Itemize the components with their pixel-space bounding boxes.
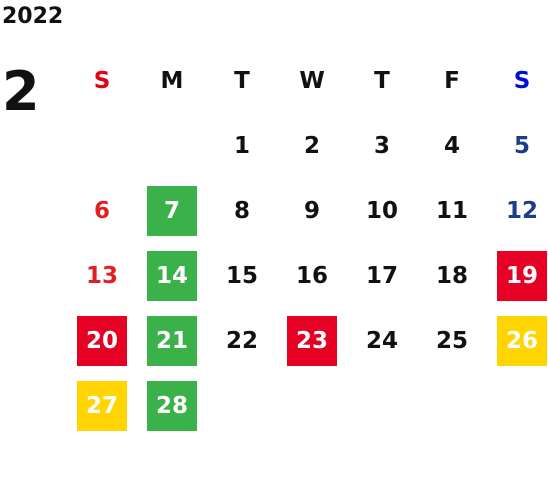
highlighted-day: 20 [77, 316, 127, 366]
day: 25 [435, 328, 468, 354]
weekday-label: M [160, 68, 184, 94]
weekday-label: T [374, 68, 390, 94]
month: 2 [2, 60, 40, 123]
weekday-label: S [93, 68, 111, 94]
day: 24 [365, 328, 398, 354]
highlighted-day: 7 [147, 186, 197, 236]
highlighted-day: 21 [147, 316, 197, 366]
day: 9 [303, 198, 320, 224]
day: 10 [365, 198, 398, 224]
day: 5 [513, 133, 530, 159]
day: 13 [85, 263, 118, 289]
day: 8 [233, 198, 250, 224]
day: 11 [435, 198, 468, 224]
highlighted-day: 19 [497, 251, 547, 301]
highlighted-day: 26 [497, 316, 547, 366]
day: 6 [93, 198, 110, 224]
day: 3 [373, 133, 390, 159]
highlighted-day: 23 [287, 316, 337, 366]
weekday-label: S [513, 68, 531, 94]
day: 2 [303, 133, 320, 159]
weekday-label: T [234, 68, 250, 94]
weekday-label: F [444, 68, 460, 94]
day: 18 [435, 263, 468, 289]
day: 15 [225, 263, 258, 289]
day: 17 [365, 263, 398, 289]
year: 2022 [2, 4, 64, 29]
highlighted-day: 28 [147, 381, 197, 431]
highlighted-day: 27 [77, 381, 127, 431]
day: 16 [295, 263, 328, 289]
weekday-label: W [299, 68, 325, 94]
day: 12 [505, 198, 538, 224]
highlighted-day: 14 [147, 251, 197, 301]
day: 4 [443, 133, 460, 159]
day: 22 [225, 328, 258, 354]
day: 1 [233, 133, 250, 159]
